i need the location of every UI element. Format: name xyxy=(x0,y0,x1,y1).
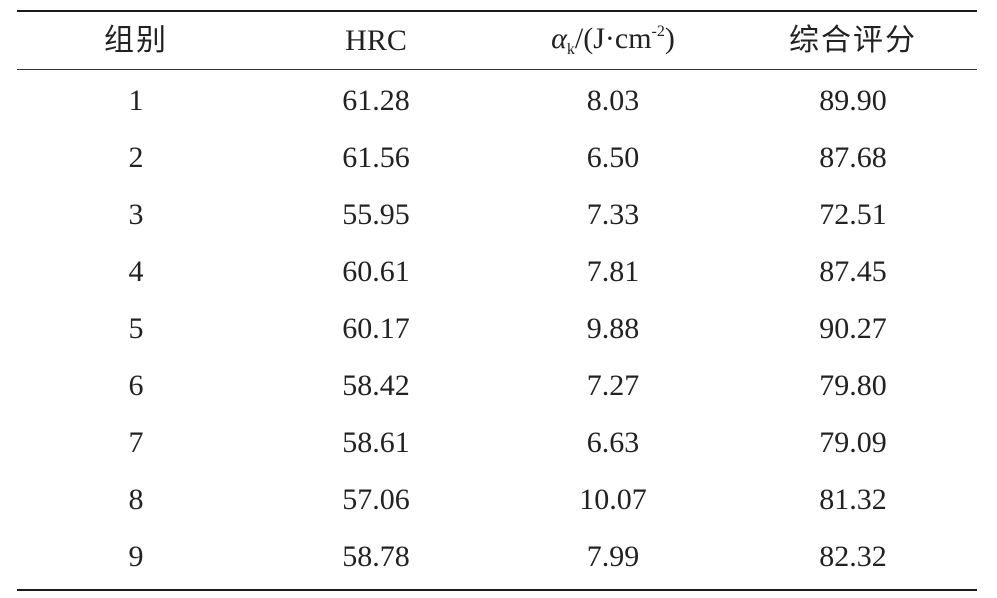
cell-group: 1 xyxy=(128,83,144,117)
cell-hrc: 58.42 xyxy=(342,368,410,402)
table-row: 8 57.06 10.07 81.32 xyxy=(17,471,977,528)
cell-group: 2 xyxy=(128,140,144,174)
cell-impact-toughness: 8.03 xyxy=(586,83,640,117)
cell-score: 79.80 xyxy=(819,368,887,402)
cell-group: 8 xyxy=(128,482,144,516)
cell-hrc: 58.61 xyxy=(342,425,410,459)
top-rule xyxy=(17,10,977,12)
impact-symbol: α xyxy=(551,21,567,55)
impact-unit-close: ) xyxy=(664,21,675,55)
table-row: 5 60.17 9.88 90.27 xyxy=(17,300,977,357)
impact-unit-open: /(J·cm xyxy=(574,21,652,55)
cell-score: 87.45 xyxy=(819,254,887,288)
cell-impact-toughness: 7.33 xyxy=(586,197,640,231)
table-row: 2 61.56 6.50 87.68 xyxy=(17,129,977,186)
cell-score: 89.90 xyxy=(819,83,887,117)
cell-hrc: 60.61 xyxy=(342,254,410,288)
cell-score: 79.09 xyxy=(819,425,887,459)
data-table: 组别 HRC αk/(J·cm-2) 综合评分 1 61.28 8.03 89.… xyxy=(17,10,977,591)
header-rule xyxy=(17,69,977,70)
cell-group: 3 xyxy=(128,197,144,231)
cell-impact-toughness: 6.63 xyxy=(586,425,640,459)
table-row: 9 58.78 7.99 82.32 xyxy=(17,528,977,585)
impact-unit-exponent: -2 xyxy=(651,22,665,40)
cell-hrc: 61.56 xyxy=(342,140,410,174)
cell-hrc: 57.06 xyxy=(342,482,410,516)
table-row: 4 60.61 7.81 87.45 xyxy=(17,243,977,300)
table-header-row: 组别 HRC αk/(J·cm-2) 综合评分 xyxy=(17,12,977,69)
cell-hrc: 61.28 xyxy=(342,83,410,117)
cell-impact-toughness: 7.99 xyxy=(586,539,640,573)
header-score: 综合评分 xyxy=(789,22,917,58)
table-row: 7 58.61 6.63 79.09 xyxy=(17,414,977,471)
table-row: 3 55.95 7.33 72.51 xyxy=(17,186,977,243)
cell-group: 4 xyxy=(128,254,144,288)
cell-score: 81.32 xyxy=(819,482,887,516)
cell-group: 7 xyxy=(128,425,144,459)
cell-hrc: 60.17 xyxy=(342,311,410,345)
cell-group: 5 xyxy=(128,311,144,345)
cell-score: 72.51 xyxy=(819,197,887,231)
cell-score: 87.68 xyxy=(819,140,887,174)
header-group: 组别 xyxy=(104,22,168,58)
table-body: 1 61.28 8.03 89.90 2 61.56 6.50 87.68 3 … xyxy=(17,70,977,589)
impact-subscript: k xyxy=(566,40,575,58)
header-hrc: HRC xyxy=(345,23,407,57)
table-row: 1 61.28 8.03 89.90 xyxy=(17,72,977,129)
cell-hrc: 58.78 xyxy=(342,539,410,573)
cell-score: 90.27 xyxy=(819,311,887,345)
cell-group: 6 xyxy=(128,368,144,402)
cell-impact-toughness: 6.50 xyxy=(586,140,640,174)
header-impact-toughness: αk/(J·cm-2) xyxy=(497,21,729,58)
cell-impact-toughness: 10.07 xyxy=(579,482,647,516)
table-row: 6 58.42 7.27 79.80 xyxy=(17,357,977,414)
cell-impact-toughness: 9.88 xyxy=(586,311,640,345)
cell-score: 82.32 xyxy=(819,539,887,573)
cell-group: 9 xyxy=(128,539,144,573)
bottom-rule xyxy=(17,589,977,591)
cell-hrc: 55.95 xyxy=(342,197,410,231)
cell-impact-toughness: 7.27 xyxy=(586,368,640,402)
cell-impact-toughness: 7.81 xyxy=(586,254,640,288)
